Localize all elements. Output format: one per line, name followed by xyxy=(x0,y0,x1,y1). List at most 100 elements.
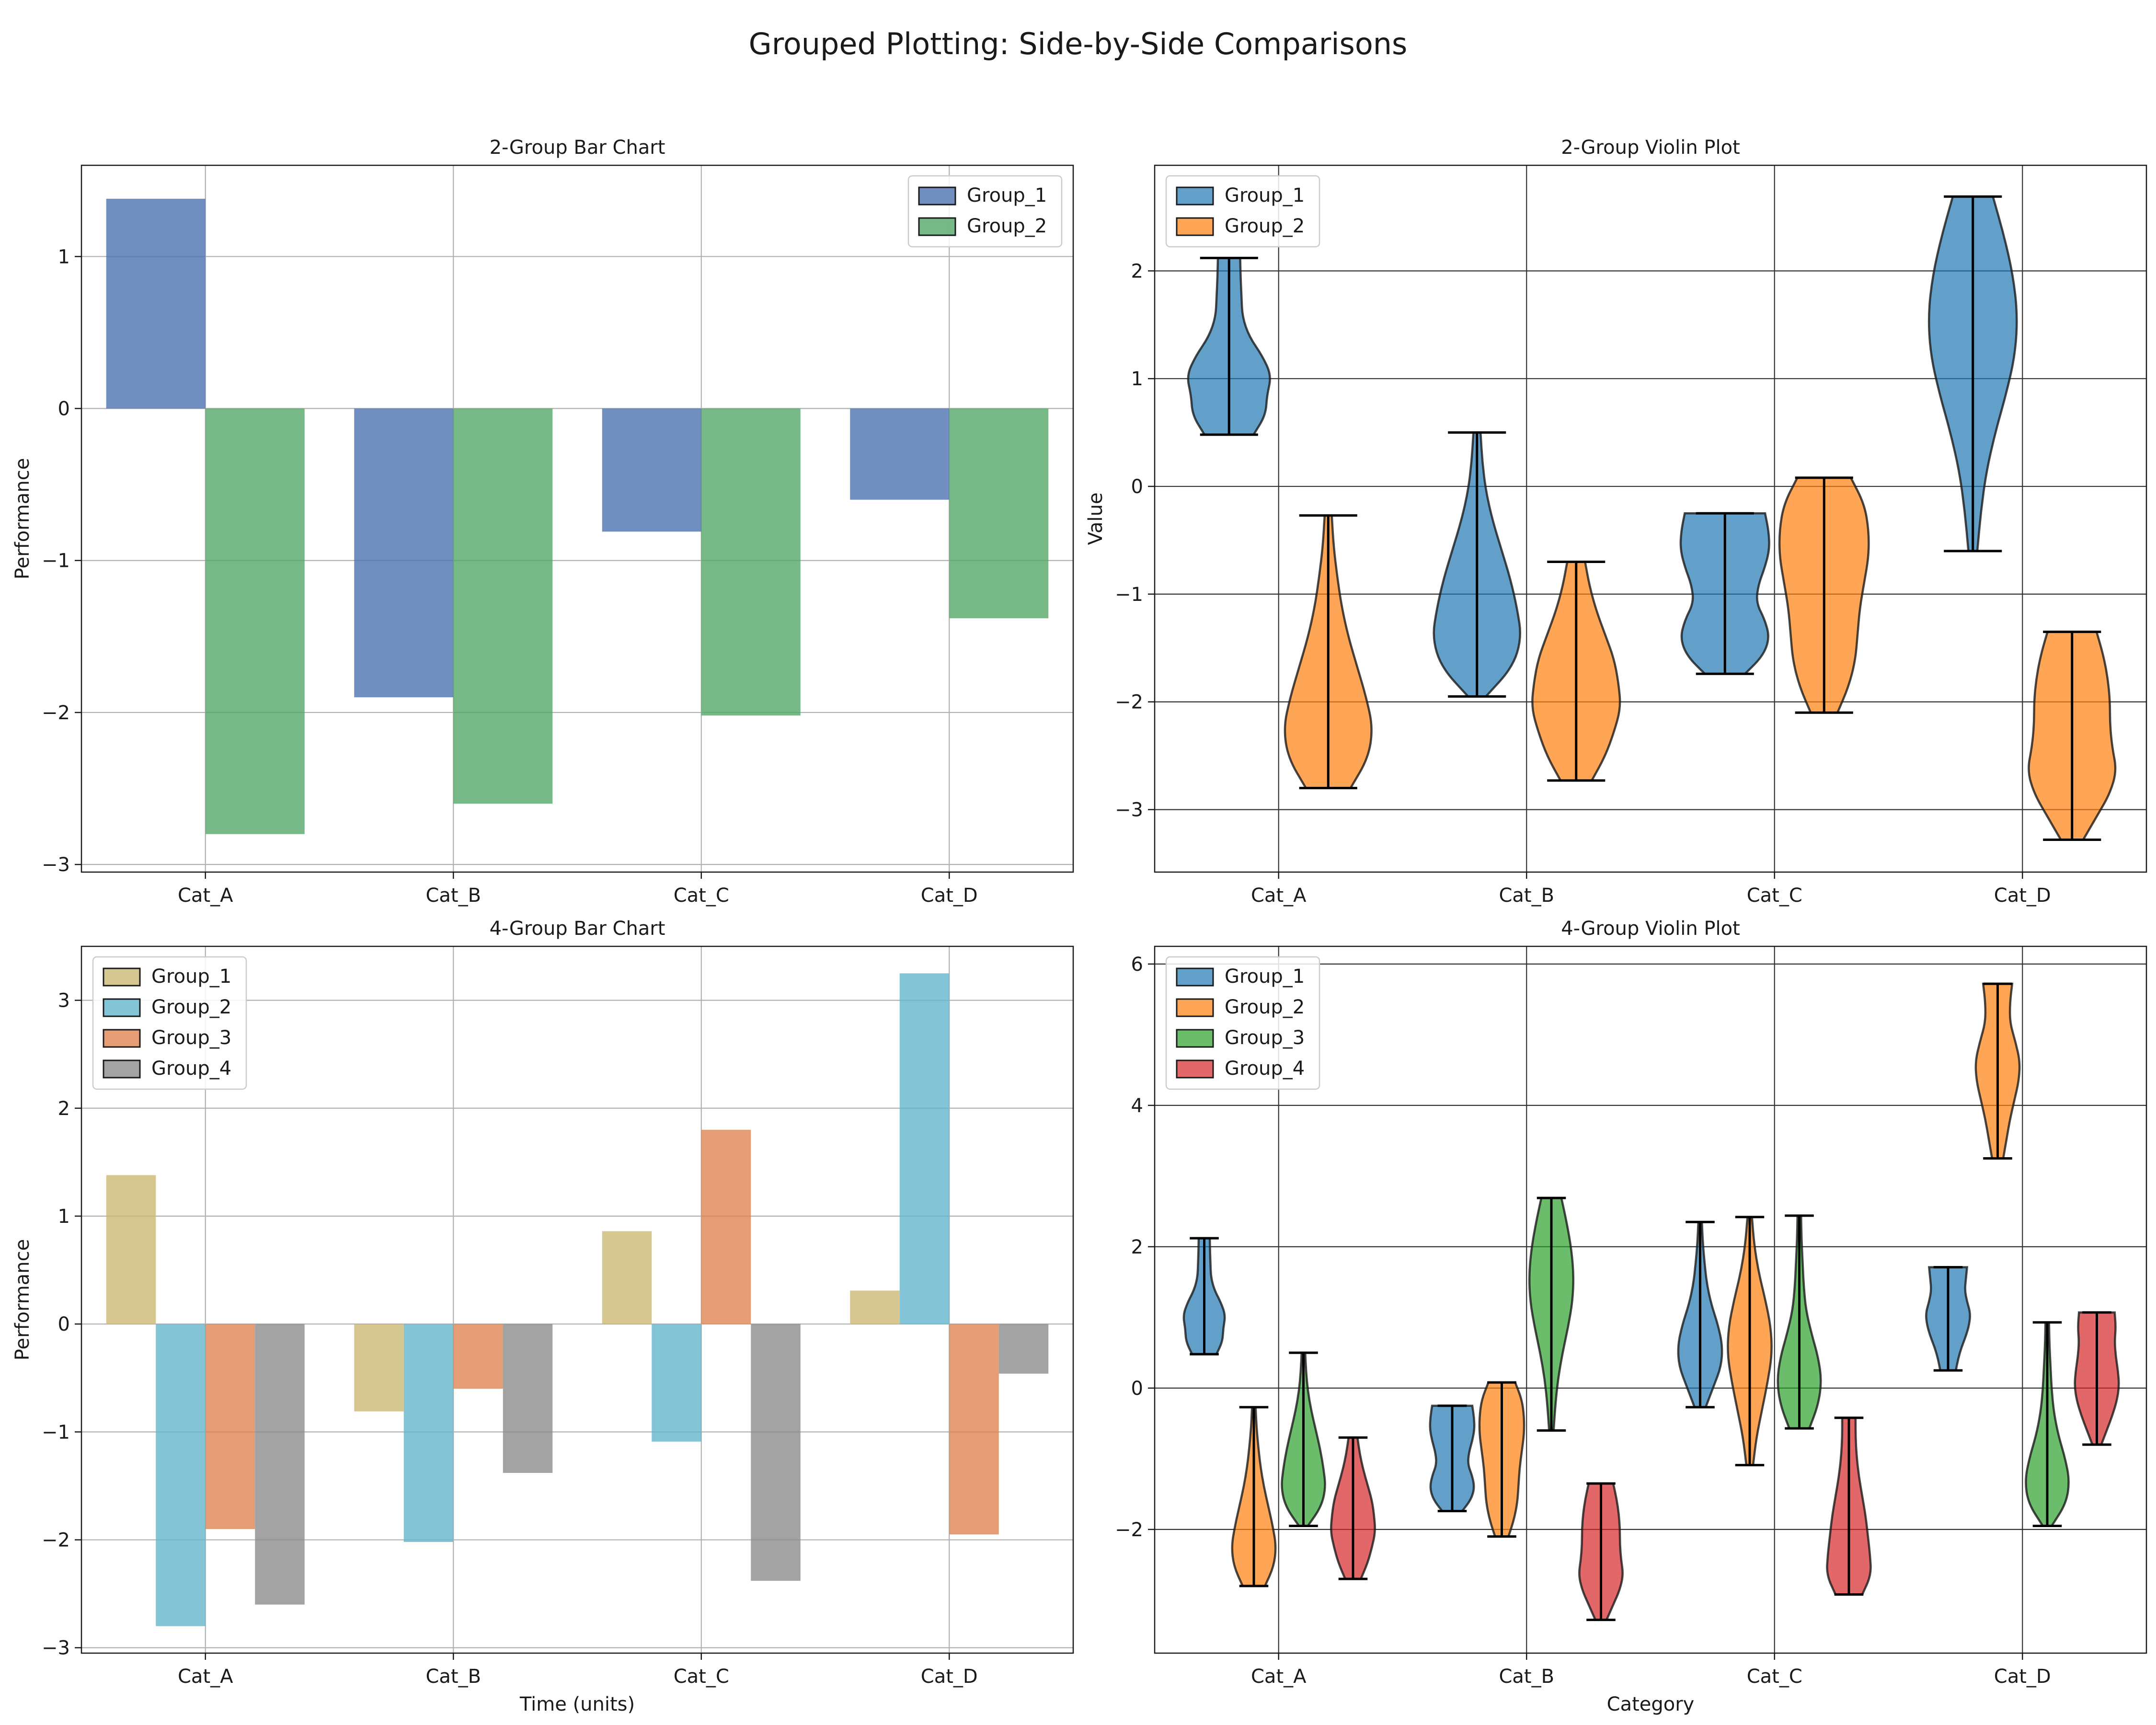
legend: Group_1 Group_2 xyxy=(1165,175,1320,248)
x-tick-label: Cat_A xyxy=(178,885,233,907)
legend-label: Group_1 xyxy=(1225,966,1305,988)
x-tick-label: Cat_C xyxy=(1747,885,1802,907)
y-tick-label: −1 xyxy=(42,550,70,572)
chart-title: 4-Group Violin Plot xyxy=(1561,918,1740,940)
chart-title: 2-Group Violin Plot xyxy=(1561,137,1740,159)
x-axis-label: Time (units) xyxy=(519,1693,635,1715)
legend: Group_1 Group_2 xyxy=(907,175,1063,248)
y-tick-label: 1 xyxy=(58,246,70,268)
legend-label: Group_4 xyxy=(1225,1058,1305,1080)
bar-group_1-cat_c xyxy=(602,408,701,532)
y-tick-label: −1 xyxy=(42,1421,70,1443)
y-axis-label: Performance xyxy=(11,1239,34,1360)
y-tick-label: 0 xyxy=(58,398,70,420)
legend-swatch xyxy=(103,967,141,987)
x-tick-label: Cat_B xyxy=(1499,885,1554,907)
x-tick-label: Cat_B xyxy=(1499,1666,1554,1688)
legend-label: Group_4 xyxy=(151,1058,231,1080)
x-tick-label: Cat_D xyxy=(1994,885,2051,907)
x-tick-label: Cat_C xyxy=(674,885,729,907)
legend-swatch xyxy=(1176,186,1214,206)
x-tick-label: Cat_B xyxy=(425,885,481,907)
bar-group_2-cat_b xyxy=(453,408,553,804)
legend-swatch xyxy=(1176,967,1214,987)
bar-group_1-cat_b xyxy=(354,1324,404,1412)
y-tick-label: −3 xyxy=(42,1637,70,1659)
legend-label: Group_2 xyxy=(1225,996,1305,1018)
legend-label: Group_2 xyxy=(1225,215,1305,237)
legend-swatch xyxy=(103,1029,141,1048)
legend-label: Group_2 xyxy=(967,215,1047,237)
y-tick-label: 4 xyxy=(1131,1095,1143,1117)
legend-label: Group_3 xyxy=(151,1027,231,1049)
bar-group_2-cat_c xyxy=(701,408,801,716)
legend-frame xyxy=(92,956,247,1090)
chart-title: 2-Group Bar Chart xyxy=(490,137,665,159)
x-tick-label: Cat_D xyxy=(921,885,978,907)
y-tick-label: 1 xyxy=(58,1206,70,1228)
y-tick-label: −2 xyxy=(1115,691,1143,713)
legend-label: Group_1 xyxy=(967,184,1047,207)
x-tick-label: Cat_C xyxy=(674,1666,729,1688)
legend-swatch xyxy=(1176,1059,1214,1079)
y-tick-label: 0 xyxy=(1131,476,1143,498)
legend-label: Group_2 xyxy=(151,996,231,1018)
bar-group_4-cat_a xyxy=(255,1324,305,1605)
axes-frame xyxy=(1154,945,2147,1654)
legend-swatch xyxy=(103,1059,141,1079)
y-tick-label: 1 xyxy=(1131,368,1143,390)
bar-group_2-cat_d xyxy=(949,408,1049,619)
page-title: Grouped Plotting: Side-by-Side Compariso… xyxy=(748,26,1408,61)
y-tick-label: 2 xyxy=(1131,1236,1143,1258)
y-tick-label: 6 xyxy=(1131,954,1143,976)
bar-group_2-cat_c xyxy=(652,1324,701,1442)
chart-title: 4-Group Bar Chart xyxy=(490,918,665,940)
bar-group_2-cat_b xyxy=(403,1324,454,1542)
y-tick-label: −2 xyxy=(42,1530,70,1552)
bar-group_3-cat_d xyxy=(949,1324,999,1535)
bar-group_1-cat_d xyxy=(850,1290,900,1324)
y-axis-label: Performance xyxy=(11,458,34,579)
y-tick-label: −3 xyxy=(1115,799,1143,821)
axes-frame xyxy=(1154,164,2147,873)
bar-group_4-cat_c xyxy=(751,1324,801,1581)
y-tick-label: 3 xyxy=(58,990,70,1012)
y-tick-label: 0 xyxy=(1131,1378,1143,1400)
x-tick-label: Cat_A xyxy=(178,1666,233,1688)
y-tick-label: −2 xyxy=(42,702,70,724)
bar-group_1-cat_a xyxy=(106,1175,156,1324)
y-tick-label: 0 xyxy=(58,1313,70,1335)
x-tick-label: Cat_A xyxy=(1251,1666,1307,1688)
y-tick-label: −2 xyxy=(1115,1519,1143,1541)
legend-frame xyxy=(1165,956,1320,1090)
legend-label: Group_1 xyxy=(1225,184,1305,207)
y-axis-label: Value xyxy=(1085,493,1107,545)
bar-group_2-cat_a xyxy=(205,408,305,834)
legend-swatch xyxy=(1176,217,1214,236)
y-tick-label: −3 xyxy=(42,854,70,876)
legend: Group_1 Group_2 Group_3 Group_4 xyxy=(92,956,247,1090)
y-tick-label: 2 xyxy=(1131,260,1143,282)
axes-frame xyxy=(80,164,1074,873)
bar-group_3-cat_c xyxy=(701,1129,751,1324)
legend-swatch xyxy=(1176,998,1214,1017)
legend-label: Group_3 xyxy=(1225,1027,1305,1049)
legend-swatch xyxy=(918,186,956,206)
bar-group_2-cat_d xyxy=(899,973,950,1324)
x-tick-label: Cat_C xyxy=(1747,1666,1802,1688)
x-tick-label: Cat_D xyxy=(921,1666,978,1688)
bar-group_4-cat_d xyxy=(998,1324,1049,1374)
legend-swatch xyxy=(1176,1029,1214,1048)
x-tick-label: Cat_D xyxy=(1994,1666,2051,1688)
bar-group_4-cat_b xyxy=(503,1324,553,1473)
axes-frame xyxy=(80,945,1074,1654)
y-tick-label: −1 xyxy=(1115,584,1143,606)
legend-swatch xyxy=(103,998,141,1017)
bar-group_1-cat_a xyxy=(106,198,206,409)
bar-group_3-cat_a xyxy=(205,1324,255,1530)
